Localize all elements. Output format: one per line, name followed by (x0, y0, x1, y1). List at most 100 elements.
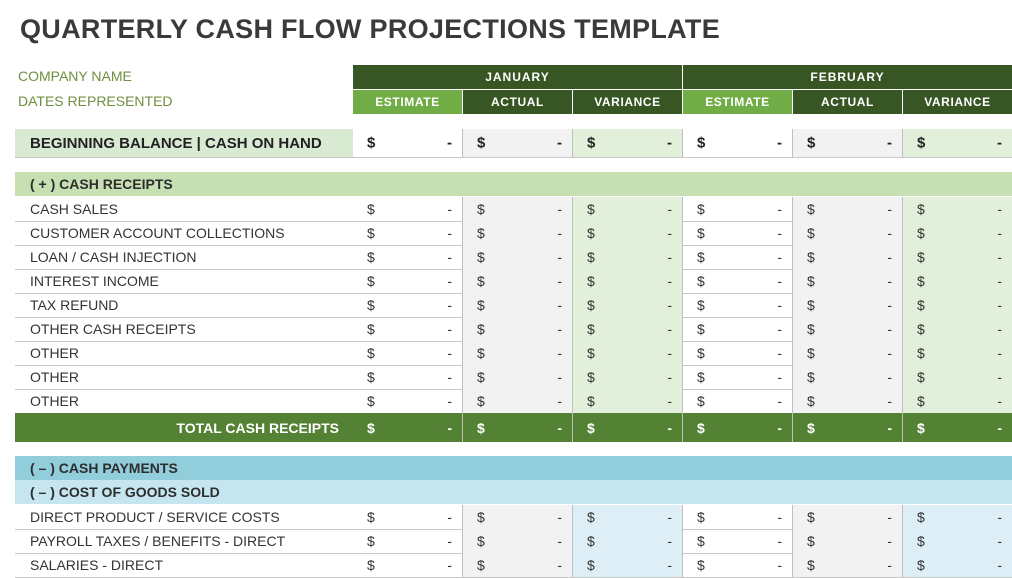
amount-cell[interactable]: $ - (463, 365, 573, 389)
amount-cell[interactable]: $ - (903, 293, 1012, 317)
receipt-row-text: TAX REFUND (30, 297, 119, 313)
amount-value: - (777, 297, 782, 313)
amount-cell[interactable]: $ - (793, 529, 903, 553)
amount-value: - (557, 201, 562, 217)
amount-cell[interactable]: $ - (353, 269, 463, 293)
amount-cell[interactable]: $ - (463, 197, 573, 221)
amount-cell[interactable]: $ - (573, 365, 683, 389)
amount-value: - (777, 134, 782, 152)
amount-cell[interactable]: $ - (903, 553, 1012, 577)
amount-cell[interactable]: $ - (903, 269, 1012, 293)
amount-cell[interactable]: $ - (683, 317, 793, 341)
amount-cell[interactable]: $ - (903, 365, 1012, 389)
amount-cell[interactable]: $ - (683, 505, 793, 529)
amount-cell[interactable]: $ - (573, 413, 683, 442)
amount-cell[interactable]: $ - (573, 245, 683, 269)
amount-cell[interactable]: $ - (683, 269, 793, 293)
amount-cell[interactable]: $ - (353, 221, 463, 245)
amount-cell[interactable]: $ - (793, 269, 903, 293)
amount-cell[interactable]: $ - (573, 389, 683, 413)
currency-symbol: $ (587, 134, 596, 152)
amount-value: - (777, 419, 782, 436)
amount-cell[interactable]: $ - (353, 553, 463, 577)
amount-cell[interactable]: $ - (463, 413, 573, 442)
amount-cell[interactable]: $ - (903, 221, 1012, 245)
amount-cell[interactable]: $ - (903, 529, 1012, 553)
amount-cell[interactable]: $ - (903, 341, 1012, 365)
amount-cell[interactable]: $ - (463, 505, 573, 529)
amount-value: - (777, 345, 782, 361)
amount-cell[interactable]: $ - (353, 389, 463, 413)
company-name-label[interactable]: COMPANY NAME (18, 68, 132, 84)
amount-cell[interactable]: $ - (463, 269, 573, 293)
amount-cell[interactable]: $ - (573, 529, 683, 553)
amount-cell[interactable]: $ - (353, 317, 463, 341)
amount-cell[interactable]: $ - (903, 129, 1012, 157)
amount-cell[interactable]: $ - (353, 245, 463, 269)
amount-cell[interactable]: $ - (683, 365, 793, 389)
amount-cell[interactable]: $ - (573, 341, 683, 365)
amount-cell[interactable]: $ - (793, 341, 903, 365)
amount-cell[interactable]: $ - (573, 269, 683, 293)
amount-cell[interactable]: $ - (903, 197, 1012, 221)
amount-cell[interactable]: $ - (573, 317, 683, 341)
amount-cell[interactable]: $ - (793, 505, 903, 529)
amount-cell[interactable]: $ - (683, 245, 793, 269)
amount-cell[interactable]: $ - (463, 341, 573, 365)
amount-cell[interactable]: $ - (683, 341, 793, 365)
dates-label[interactable]: DATES REPRESENTED (18, 93, 173, 109)
amount-cell[interactable]: $ - (683, 413, 793, 442)
amount-cell[interactable]: $ - (793, 245, 903, 269)
amount-value: - (667, 225, 672, 241)
amount-value: - (997, 533, 1002, 549)
amount-cell[interactable]: $ - (793, 365, 903, 389)
amount-cell[interactable]: $ - (793, 129, 903, 157)
amount-cell[interactable]: $ - (903, 245, 1012, 269)
amount-cell[interactable]: $ - (353, 413, 463, 442)
amount-cell[interactable]: $ - (903, 505, 1012, 529)
total-cash-receipts-row: TOTAL CASH RECEIPTS $ - $ - $ - $ - $ - $ - (15, 413, 1012, 442)
amount-cell[interactable]: $ - (683, 553, 793, 577)
amount-cell[interactable]: $ - (353, 129, 463, 157)
amount-cell[interactable]: $ - (683, 129, 793, 157)
amount-cell[interactable]: $ - (353, 365, 463, 389)
amount-cell[interactable]: $ - (683, 293, 793, 317)
amount-cell[interactable]: $ - (353, 293, 463, 317)
amount-cell[interactable]: $ - (573, 293, 683, 317)
amount-cell[interactable]: $ - (683, 529, 793, 553)
amount-value: - (777, 273, 782, 289)
amount-cell[interactable]: $ - (463, 389, 573, 413)
amount-cell[interactable]: $ - (463, 317, 573, 341)
amount-cell[interactable]: $ - (463, 529, 573, 553)
amount-cell[interactable]: $ - (573, 221, 683, 245)
amount-cell[interactable]: $ - (793, 317, 903, 341)
amount-cell[interactable]: $ - (683, 221, 793, 245)
amount-value: - (777, 249, 782, 265)
amount-cell[interactable]: $ - (353, 197, 463, 221)
amount-cell[interactable]: $ - (573, 129, 683, 157)
amount-cell[interactable]: $ - (903, 413, 1012, 442)
amount-cell[interactable]: $ - (903, 389, 1012, 413)
amount-cell[interactable]: $ - (903, 317, 1012, 341)
amount-cell[interactable]: $ - (793, 413, 903, 442)
amount-cell[interactable]: $ - (463, 129, 573, 157)
amount-cell[interactable]: $ - (573, 505, 683, 529)
amount-cell[interactable]: $ - (353, 505, 463, 529)
amount-cell[interactable]: $ - (793, 293, 903, 317)
amount-cell[interactable]: $ - (463, 245, 573, 269)
amount-value: - (887, 557, 892, 573)
amount-cell[interactable]: $ - (463, 293, 573, 317)
amount-cell[interactable]: $ - (793, 553, 903, 577)
amount-cell[interactable]: $ - (683, 197, 793, 221)
amount-cell[interactable]: $ - (793, 389, 903, 413)
amount-cell[interactable]: $ - (573, 553, 683, 577)
currency-symbol: $ (917, 419, 925, 436)
amount-cell[interactable]: $ - (353, 529, 463, 553)
amount-cell[interactable]: $ - (573, 197, 683, 221)
amount-cell[interactable]: $ - (793, 197, 903, 221)
amount-cell[interactable]: $ - (683, 389, 793, 413)
amount-cell[interactable]: $ - (353, 341, 463, 365)
amount-cell[interactable]: $ - (463, 221, 573, 245)
amount-cell[interactable]: $ - (463, 553, 573, 577)
amount-cell[interactable]: $ - (793, 221, 903, 245)
